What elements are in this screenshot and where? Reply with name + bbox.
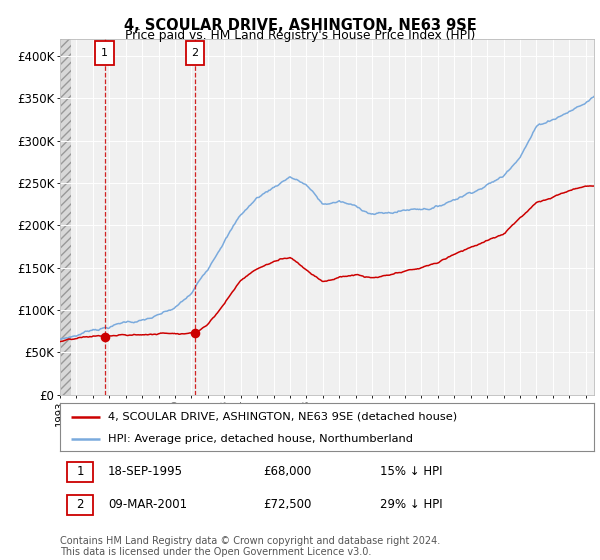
- Text: Price paid vs. HM Land Registry's House Price Index (HPI): Price paid vs. HM Land Registry's House …: [125, 29, 475, 42]
- Text: £72,500: £72,500: [263, 498, 311, 511]
- Text: 29% ↓ HPI: 29% ↓ HPI: [380, 498, 443, 511]
- FancyBboxPatch shape: [67, 462, 93, 482]
- Text: HPI: Average price, detached house, Northumberland: HPI: Average price, detached house, Nort…: [108, 434, 413, 444]
- Text: 4, SCOULAR DRIVE, ASHINGTON, NE63 9SE (detached house): 4, SCOULAR DRIVE, ASHINGTON, NE63 9SE (d…: [108, 412, 457, 422]
- Text: Contains HM Land Registry data © Crown copyright and database right 2024.
This d: Contains HM Land Registry data © Crown c…: [60, 535, 440, 557]
- FancyBboxPatch shape: [185, 41, 203, 64]
- FancyBboxPatch shape: [67, 495, 93, 515]
- Text: 09-MAR-2001: 09-MAR-2001: [108, 498, 187, 511]
- Point: [190, 329, 199, 338]
- Text: 15% ↓ HPI: 15% ↓ HPI: [380, 465, 443, 478]
- Text: 2: 2: [77, 498, 84, 511]
- Text: 4, SCOULAR DRIVE, ASHINGTON, NE63 9SE: 4, SCOULAR DRIVE, ASHINGTON, NE63 9SE: [124, 18, 476, 33]
- Text: 1: 1: [77, 465, 84, 478]
- Bar: [60, 39, 71, 395]
- Bar: [60, 39, 71, 395]
- Text: £68,000: £68,000: [263, 465, 311, 478]
- Text: 1: 1: [101, 48, 108, 58]
- Point: [100, 333, 109, 342]
- Text: 18-SEP-1995: 18-SEP-1995: [108, 465, 183, 478]
- Text: 2: 2: [191, 48, 198, 58]
- FancyBboxPatch shape: [95, 41, 113, 64]
